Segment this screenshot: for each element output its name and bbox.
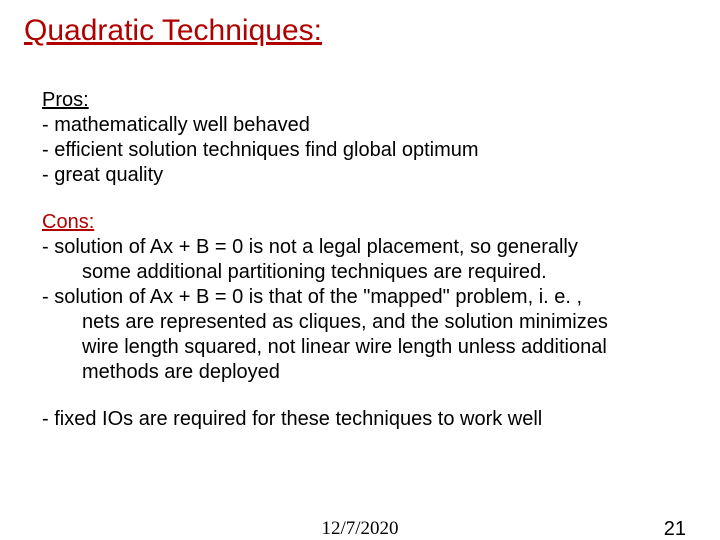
cons-item-lead: - solution of Ax + B = 0 is that of the …	[42, 286, 582, 308]
slide-title: Quadratic Techniques:	[24, 14, 322, 48]
slide-body: Pros: - mathematically well behaved - ef…	[42, 88, 682, 454]
footer-date: 12/7/2020	[0, 518, 720, 540]
pros-item: - great quality	[42, 164, 163, 186]
cons-block: Cons: - solution of Ax + B = 0 is not a …	[42, 210, 682, 385]
cons-item-lead: - solution of Ax + B = 0 is not a legal …	[42, 236, 578, 258]
slide: Quadratic Techniques: Pros: - mathematic…	[0, 0, 720, 540]
pros-label: Pros:	[42, 89, 89, 111]
footer-page-number: 21	[664, 518, 686, 540]
pros-item: - mathematically well behaved	[42, 114, 310, 136]
pros-block: Pros: - mathematically well behaved - ef…	[42, 88, 682, 188]
cons-item-cont: wire length squared, not linear wire len…	[42, 335, 682, 360]
pros-item: - efficient solution techniques find glo…	[42, 139, 479, 161]
cons-item-cont: methods are deployed	[42, 360, 682, 385]
extra-note: - fixed IOs are required for these techn…	[42, 407, 682, 432]
cons-label: Cons:	[42, 211, 94, 233]
cons-item-cont: some additional partitioning techniques …	[42, 260, 682, 285]
cons-item-cont: nets are represented as cliques, and the…	[42, 310, 682, 335]
